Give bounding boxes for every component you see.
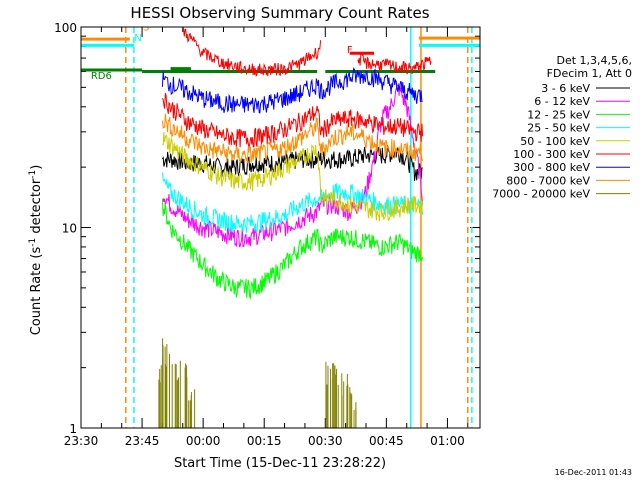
series-line-4 [162,132,424,222]
legend-item-1: 6 - 12 keV [534,95,630,108]
legend-item-3: 25 - 50 keV [527,122,630,135]
axes-layer: 23:30 23:45 00:00 00:15 00:30 00:45 01:00 1 10 10… [54,21,480,448]
legend-label: 100 - 300 keV [513,148,590,161]
y-axis-label-main: Count Rate (s [29,247,44,336]
annotation-1: N [134,33,141,44]
x-tick-label-0: 23:30 [64,434,99,448]
legend-item-4: 50 - 100 keV [520,135,630,148]
legend-label: 800 - 7000 keV [506,174,590,187]
x-tick-label-4: 00:30 [308,434,343,448]
legend-item-7: 800 - 7000 keV [506,174,630,187]
legend-item-5: 100 - 300 keV [513,148,630,161]
y-axis-label-sup2: -1 [28,170,38,179]
legend-label: 50 - 100 keV [520,135,590,148]
series-line-1 [161,82,424,248]
series-upper-red-0 [182,27,322,77]
legend-label: 6 - 12 keV [534,95,590,108]
legend-label: 12 - 25 keV [527,108,590,121]
legend-item-0: 3 - 6 keV [541,82,630,95]
y-axis-label-end: ) [29,165,44,170]
x-axis-label: Start Time (15-Dec-11 23:28:22) [174,456,386,471]
legend-label: 7000 - 20000 keV [492,188,590,201]
legend-item-6: 300 - 800 keV [513,161,630,174]
series-layer: SN RD6 F [81,23,480,428]
plot-area: SN RD6 F [81,23,480,428]
plot-frame [80,26,481,429]
legend-label: 3 - 6 keV [541,82,590,95]
annotation-2: RD6 [91,71,112,82]
y-axis-label: Count Rate (s-1 detector-1) [28,165,44,336]
y-tick-label-2: 100 [54,21,77,35]
legend-header-1: Det 1,3,4,5,6, [556,54,632,67]
y-axis-label-mid: detector [29,178,44,238]
annotation-3: F [347,45,353,56]
legend-item-2: 12 - 25 keV [527,108,630,121]
series-upper-red-1 [357,53,432,75]
x-tick-label-1: 23:45 [125,434,160,448]
legend: Det 1,3,4,5,6, FDecim 1, Att 0 3 - 6 keV… [492,54,632,201]
series-line-2 [161,199,424,300]
annotation-0: S [143,23,149,34]
x-tick-label-6: 01:00 [430,434,465,448]
legend-header-2: FDecim 1, Att 0 [547,67,632,80]
x-tick-label-3: 00:15 [247,434,282,448]
svg-text:Count Rate (s-1 detector-1): Count Rate (s-1 detector-1) [28,165,44,336]
legend-item-8: 7000 - 20000 keV [492,188,630,201]
y-tick-label-0: 1 [69,422,77,436]
series-line-3 [161,172,424,234]
y-axis-label-sup1: -1 [28,238,38,247]
legend-label: 25 - 50 keV [527,122,590,135]
y-tick-label-1: 10 [62,222,77,236]
footer-timestamp: 16-Dec-2011 01:43 [555,468,632,477]
frame-layer [80,26,481,429]
x-tick-label-2: 00:00 [186,434,221,448]
series-line-6 [161,67,423,114]
legend-label: 300 - 800 keV [513,161,590,174]
x-tick-label-5: 00:45 [369,434,404,448]
chart-title: HESSI Observing Summary Count Rates [130,4,429,22]
series-line-7 [161,113,424,164]
series-line-5 [161,92,424,149]
